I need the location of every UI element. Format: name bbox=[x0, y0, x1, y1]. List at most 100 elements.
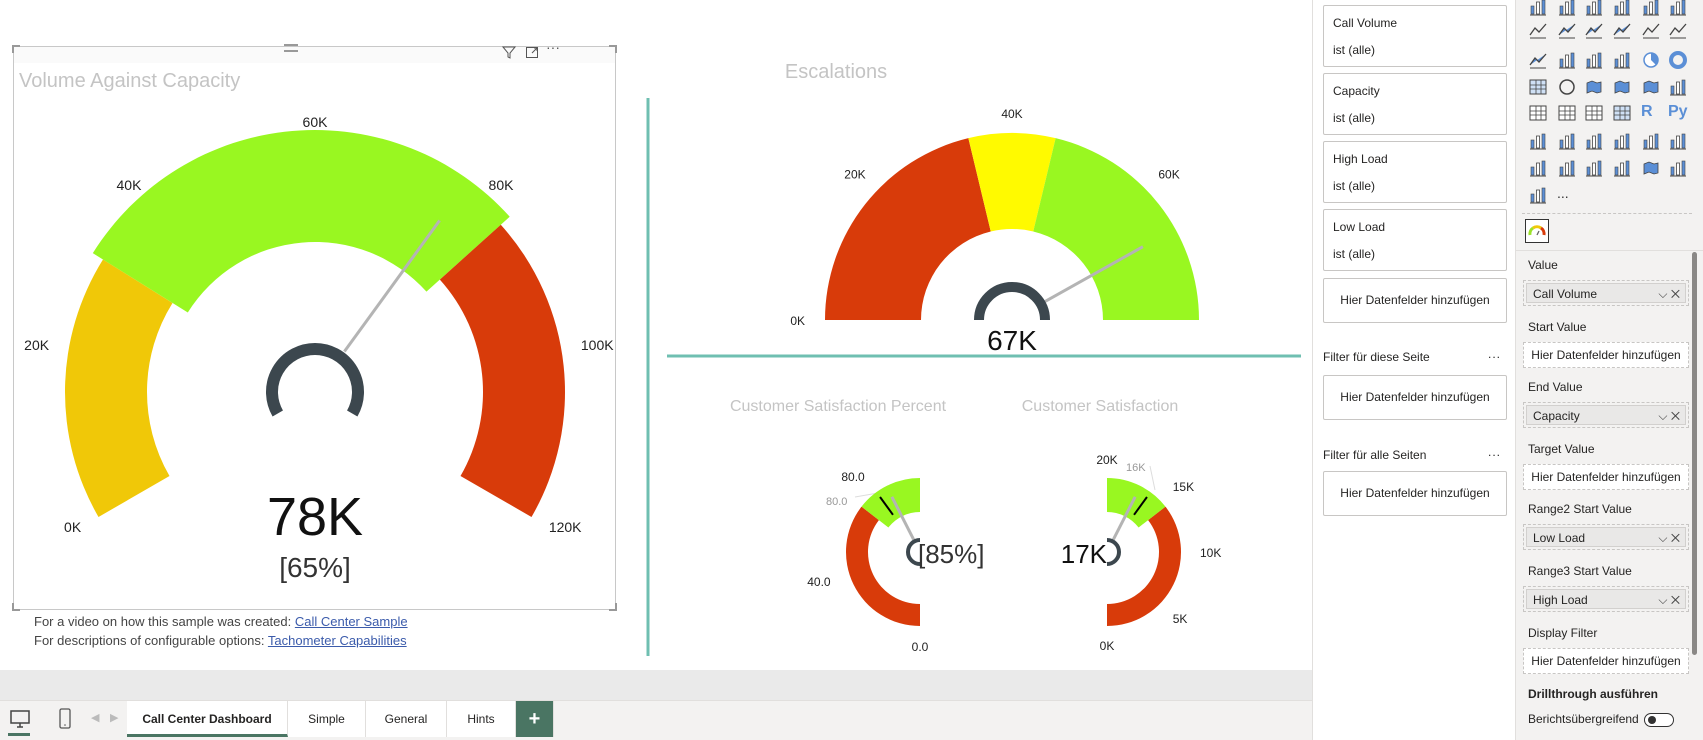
globe-map-icon[interactable] bbox=[1557, 77, 1577, 97]
line-clustered-icon[interactable] bbox=[1668, 20, 1688, 40]
funnel-icon[interactable] bbox=[1584, 50, 1604, 70]
focus-mode-icon[interactable] bbox=[525, 45, 539, 59]
100-column-icon[interactable] bbox=[1668, 0, 1688, 17]
field-pill-controls[interactable]: ⌵ ✕ bbox=[1658, 409, 1680, 423]
pie-icon[interactable] bbox=[1641, 50, 1661, 70]
waterfall-icon[interactable] bbox=[1557, 50, 1577, 70]
resize-handle[interactable] bbox=[609, 45, 617, 53]
ribbon-chart-icon[interactable] bbox=[1528, 50, 1548, 70]
add-page-button[interactable]: + bbox=[516, 701, 554, 737]
field-well[interactable]: High Load ⌵ ✕ bbox=[1523, 586, 1689, 612]
all-pages-filters-more-button[interactable]: ... bbox=[1487, 445, 1501, 459]
field-pill[interactable]: Low Load ⌵ ✕ bbox=[1526, 527, 1686, 547]
filter-card[interactable]: Low Load ist (alle) bbox=[1323, 209, 1507, 271]
pane-scrollbar[interactable] bbox=[1692, 252, 1697, 655]
matrix-icon[interactable] bbox=[1612, 103, 1632, 123]
divider bbox=[1522, 213, 1692, 214]
tab-call-center-dashboard[interactable]: Call Center Dashboard bbox=[127, 701, 288, 737]
tachometer-icon[interactable] bbox=[1525, 219, 1549, 243]
mobile-view-icon[interactable] bbox=[58, 708, 72, 730]
tab-hints[interactable]: Hints bbox=[447, 701, 516, 737]
field-well[interactable]: Hier Datenfelder hinzufügen bbox=[1523, 464, 1689, 490]
python-visual-icon[interactable]: Py bbox=[1668, 103, 1688, 120]
filter-card[interactable]: Call Volume ist (alle) bbox=[1323, 5, 1507, 67]
filter-card[interactable]: High Load ist (alle) bbox=[1323, 141, 1507, 203]
donut-icon[interactable] bbox=[1668, 50, 1688, 70]
tab-general[interactable]: General bbox=[366, 701, 447, 737]
page-filters-more-button[interactable]: ... bbox=[1487, 347, 1501, 361]
100-bar-icon[interactable] bbox=[1641, 0, 1661, 17]
field-pill[interactable]: Call Volume ⌵ ✕ bbox=[1526, 283, 1686, 303]
field-pill[interactable]: Capacity ⌵ ✕ bbox=[1526, 405, 1686, 425]
arcgis-icon[interactable] bbox=[1641, 158, 1661, 178]
stacked-area-icon[interactable] bbox=[1584, 20, 1604, 40]
add-visual-filter-field[interactable]: Hier Datenfelder hinzufügen bbox=[1323, 278, 1507, 323]
resize-handle[interactable] bbox=[12, 603, 20, 611]
resize-handle[interactable] bbox=[609, 603, 617, 611]
key-influencers-icon[interactable] bbox=[1528, 131, 1548, 151]
power-automate-arrow-icon[interactable] bbox=[1528, 185, 1548, 205]
desktop-view-icon[interactable] bbox=[9, 708, 31, 730]
options-info-line: For descriptions of configurable options… bbox=[34, 633, 407, 648]
field-pill-controls[interactable]: ⌵ ✕ bbox=[1658, 531, 1680, 545]
all-pages-filters-label: Filter für alle Seiten bbox=[1323, 448, 1427, 462]
main-tick-label: 0K bbox=[64, 519, 82, 535]
field-pill-controls[interactable]: ⌵ ✕ bbox=[1658, 593, 1680, 607]
filled-map-icon[interactable] bbox=[1584, 77, 1604, 97]
gauge-icon[interactable] bbox=[1668, 77, 1688, 97]
area-chart-icon[interactable] bbox=[1557, 20, 1577, 40]
tachometer-capabilities-link[interactable]: Tachometer Capabilities bbox=[267, 633, 407, 648]
image-icon[interactable] bbox=[1612, 158, 1632, 178]
more-visuals-icon[interactable]: ... bbox=[1557, 185, 1569, 201]
call-center-sample-link[interactable]: Call Center Sample bbox=[294, 614, 408, 629]
area-100-icon[interactable] bbox=[1612, 20, 1632, 40]
slicer-icon[interactable] bbox=[1557, 103, 1577, 123]
paginated-report-icon[interactable] bbox=[1668, 131, 1688, 151]
power-apps-visual-icon[interactable] bbox=[1668, 158, 1688, 178]
csat-percent-target-leader bbox=[854, 492, 879, 498]
kpi-icon[interactable] bbox=[1528, 103, 1548, 123]
resize-handle[interactable] bbox=[12, 45, 20, 53]
field-pill[interactable]: High Load ⌵ ✕ bbox=[1526, 589, 1686, 609]
filter-icon[interactable] bbox=[502, 45, 516, 59]
azure-map-icon[interactable] bbox=[1641, 77, 1661, 97]
field-well[interactable]: Low Load ⌵ ✕ bbox=[1523, 524, 1689, 550]
more-options-icon[interactable]: ··· bbox=[546, 39, 560, 55]
field-well[interactable]: Hier Datenfelder hinzufügen bbox=[1523, 648, 1689, 674]
field-well[interactable]: Hier Datenfelder hinzufügen bbox=[1523, 342, 1689, 368]
table-icon[interactable] bbox=[1584, 103, 1604, 123]
r-visual-icon[interactable]: R bbox=[1641, 103, 1653, 120]
stacked-column-icon[interactable] bbox=[1557, 0, 1577, 17]
add-all-pages-filter-field[interactable]: Hier Datenfelder hinzufügen bbox=[1323, 471, 1507, 516]
main-hub bbox=[266, 343, 364, 417]
scatter-icon[interactable] bbox=[1612, 50, 1632, 70]
stacked-bar-icon[interactable] bbox=[1528, 0, 1548, 17]
filter-visual-icon[interactable] bbox=[1584, 158, 1604, 178]
treemap-icon[interactable] bbox=[1528, 77, 1548, 97]
power-apps-icon[interactable] bbox=[1528, 158, 1548, 178]
line-column-icon[interactable] bbox=[1641, 20, 1661, 40]
line-chart-icon[interactable] bbox=[1528, 20, 1548, 40]
field-pill-controls[interactable]: ⌵ ✕ bbox=[1658, 287, 1680, 301]
main-tick-label: 80K bbox=[489, 177, 515, 193]
clustered-bar-icon[interactable] bbox=[1584, 0, 1604, 17]
goals-icon[interactable] bbox=[1641, 131, 1661, 151]
narrative-icon[interactable] bbox=[1612, 131, 1632, 151]
decomposition-tree-icon[interactable] bbox=[1557, 131, 1577, 151]
filter-card[interactable]: Capacity ist (alle) bbox=[1323, 73, 1507, 135]
field-well[interactable]: Capacity ⌵ ✕ bbox=[1523, 402, 1689, 428]
drag-handle-icon[interactable] bbox=[284, 44, 298, 52]
cross-report-toggle[interactable] bbox=[1644, 713, 1674, 727]
selected-visual-frame[interactable]: ··· bbox=[12, 39, 617, 611]
csat-percent-target-label: 80.0 bbox=[826, 496, 847, 508]
next-page-icon[interactable]: ▶ bbox=[110, 712, 119, 724]
field-well[interactable]: Call Volume ⌵ ✕ bbox=[1523, 280, 1689, 306]
power-automate-icon[interactable] bbox=[1557, 158, 1577, 178]
tab-simple[interactable]: Simple bbox=[288, 701, 366, 737]
clustered-column-icon[interactable] bbox=[1612, 0, 1632, 17]
shape-map-icon[interactable] bbox=[1612, 77, 1632, 97]
qa-icon[interactable] bbox=[1584, 131, 1604, 151]
field-well-label: Range2 Start Value bbox=[1528, 502, 1632, 516]
add-page-filter-field[interactable]: Hier Datenfelder hinzufügen bbox=[1323, 375, 1507, 420]
previous-page-icon[interactable]: ◀ bbox=[91, 712, 100, 724]
